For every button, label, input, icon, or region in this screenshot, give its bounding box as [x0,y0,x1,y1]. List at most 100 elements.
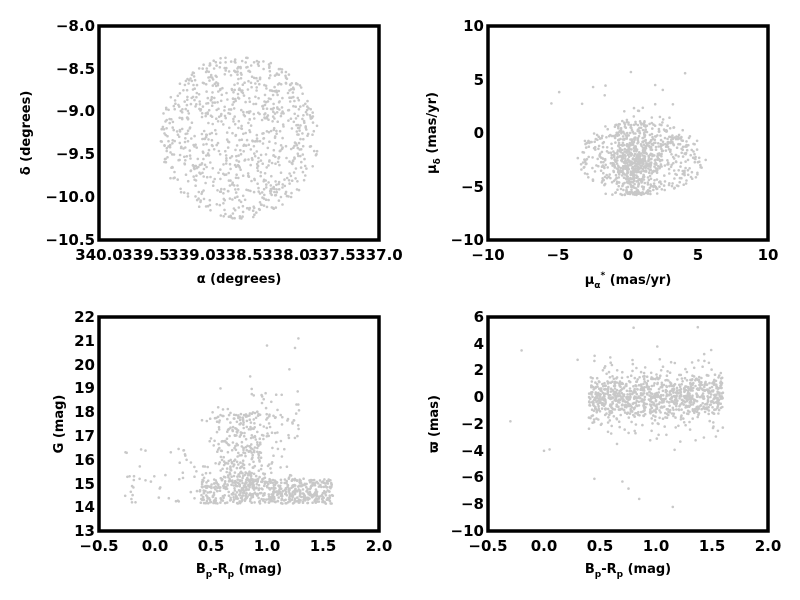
scatter-point [296,126,300,130]
scatter-point [685,399,689,403]
scatter-point [227,413,231,417]
scatter-point [653,135,657,138]
scatter-point [626,143,629,147]
scatter-point [661,365,665,369]
scatter-point [696,160,700,164]
scatter-point [636,123,640,127]
scatter-point [268,413,271,417]
scatter-point [623,153,626,156]
scatter-point [649,177,653,181]
scatter-point [629,374,633,378]
scatter-point [265,435,269,438]
scatter-point [231,217,234,220]
scatter-point [662,143,665,146]
scatter-point [301,132,304,135]
scatter-point [270,431,274,435]
scatter-point [176,94,180,98]
scatter-point [267,422,271,425]
scatter-point [659,369,663,372]
scatter-point [648,174,652,178]
scatter-point [605,150,609,153]
scatter-point [641,393,644,397]
x-tick-label: 337.0 [355,246,402,264]
scatter-point [306,489,309,492]
scatter-point [224,61,227,64]
scatter-point [619,413,622,417]
scatter-point [621,184,624,188]
scatter-point [633,161,636,165]
x-tick-label: 2.0 [366,537,393,555]
scatter-point [213,482,216,485]
scatter-point [301,92,304,95]
scatter-point [248,375,252,378]
scatter-point [647,167,650,170]
scatter-point [671,406,675,410]
y-tick-label: −10 [451,522,484,540]
scatter-point [255,162,259,166]
scatter-point [712,401,716,405]
scatter-point [712,397,715,401]
scatter-point [304,125,308,128]
scatter-point [208,417,212,421]
scatter-point [289,174,293,178]
scatter-point [638,376,641,379]
scatter-point [279,466,282,469]
scatter-point [312,149,316,153]
scatter-point [654,148,658,151]
scatter-point [719,380,723,383]
scatter-point [214,60,218,64]
scatter-point [216,101,219,104]
scatter-point [193,134,196,138]
scatter-point [690,170,694,174]
scatter-point [658,166,661,170]
scatter-point [606,407,610,411]
scatter-point [233,115,236,118]
scatter-point [280,70,284,74]
scatter-point [697,359,700,362]
scatter-point [244,437,248,441]
scatter-point [235,159,238,162]
scatter-point [323,500,326,504]
scatter-point [277,496,281,499]
scatter-point [621,141,625,145]
scatter-point [653,395,657,399]
scatter-point [631,177,634,180]
scatter-point [688,401,691,404]
scatter-point [603,157,607,161]
scatter-point [215,117,218,120]
scatter-point [674,153,678,157]
x-tick-label: −0.5 [79,537,118,555]
scatter-point [216,486,219,490]
scatter-point [661,121,664,124]
scatter-point [275,91,279,94]
scatter-point [206,491,209,494]
scatter-point [597,144,601,148]
scatter-point [624,126,628,129]
scatter-point [674,426,677,429]
scatter-point [668,371,672,375]
scatter-point [629,404,633,408]
scatter-point [634,136,637,139]
scatter-point [159,140,163,143]
scatter-point [279,83,283,86]
scatter-point [259,171,263,174]
scatter-point [204,181,207,185]
scatter-point [246,56,249,60]
scatter-point [291,496,294,499]
x-tick-label: 340.0 [75,246,122,264]
scatter-point [601,177,604,180]
scatter-point [681,172,684,176]
scatter-point [706,398,710,402]
scatter-point [609,409,613,413]
scatter-point [229,421,232,424]
scatter-point [204,83,208,86]
scatter-point [248,100,252,103]
scatter-point [235,434,238,437]
scatter-point [677,408,681,412]
scatter-point [242,110,245,114]
scatter-point [694,157,697,161]
scatter-point [643,133,647,137]
scatter-point [272,414,275,418]
scatter-point [236,82,239,85]
scatter-point [610,153,613,157]
